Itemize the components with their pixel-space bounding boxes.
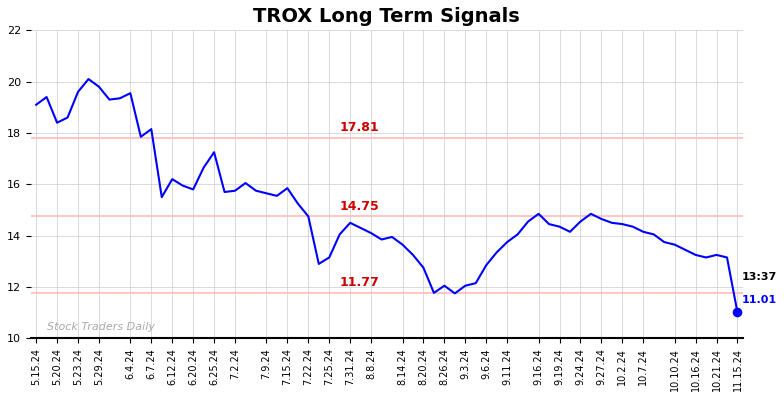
Title: TROX Long Term Signals: TROX Long Term Signals: [253, 7, 520, 26]
Text: 14.75: 14.75: [339, 199, 379, 213]
Text: Stock Traders Daily: Stock Traders Daily: [46, 322, 154, 332]
Text: 17.81: 17.81: [339, 121, 379, 134]
Text: 11.01: 11.01: [742, 295, 777, 305]
Text: 13:37: 13:37: [742, 272, 777, 282]
Point: [731, 309, 744, 316]
Text: 11.77: 11.77: [339, 276, 379, 289]
